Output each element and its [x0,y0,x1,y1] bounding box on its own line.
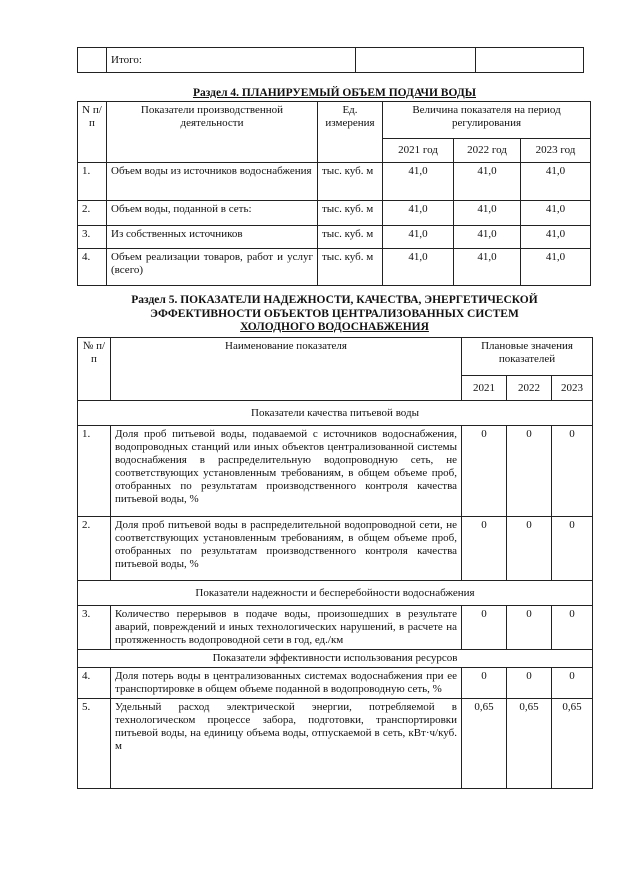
row-value: 41,0 [453,225,521,249]
group-title: Показатели качества питьевой воды [77,400,593,426]
header-num: N п/п [77,101,107,163]
row-value: 41,0 [382,200,454,226]
itogo-value-cell [355,47,476,73]
row-value: 0 [461,605,507,650]
row-value: 0 [506,425,552,517]
row-value: 0 [506,667,552,699]
row-name: Доля проб питьевой воды, подаваемой с ис… [110,425,462,517]
row-value: 41,0 [520,200,591,226]
table-row: 3. Из собственных источников тыс. куб. м 41… [77,225,591,249]
table-row: 2. Объем воды, поданной в сеть: тыс. куб. … [77,200,591,226]
header-year: 2023 [551,375,593,401]
group-row: Показатели качества питьевой воды [77,400,593,426]
row-value: 0 [461,516,507,581]
row-value: 41,0 [453,248,521,286]
header-name: Наименование показателя [110,337,462,401]
table-row: 2. Доля проб питьевой воды в распределите… [77,516,593,581]
row-num: 3. [77,605,111,650]
row-name: Объем воды, поданной в сеть: [106,200,318,226]
row-name: Объем воды из источников водоснабжения [106,162,318,201]
row-value: 0 [551,516,593,581]
row-name: Объем реализации товаров, работ и услуг … [106,248,318,286]
row-num: 2. [77,200,107,226]
row-value: 41,0 [382,225,454,249]
row-num: 1. [77,162,107,201]
row-unit: тыс. куб. м [317,162,383,201]
header-year: 2022 год [453,138,521,163]
row-unit: тыс. куб. м [317,225,383,249]
header-unit: Ед. измерения [317,101,383,163]
header-period: Величина показателя на период регулирова… [382,101,591,139]
row-value: 0 [551,425,593,517]
row-value: 0,65 [461,698,507,789]
title-line: ХОЛОДНОГО ВОДОСНАБЖЕНИЯ [240,321,429,333]
header-year: 2021 [461,375,507,401]
row-name: Доля проб питьевой воды в распределитель… [110,516,462,581]
row-num: 5. [77,698,111,789]
row-num: 4. [77,667,111,699]
section5-title: Раздел 5. ПОКАЗАТЕЛИ НАДЕЖНОСТИ, КАЧЕСТВ… [77,294,592,335]
table-row: 4. Объем реализации товаров, работ и услу… [77,248,591,286]
row-value: 0,65 [506,698,552,789]
row-num: 2. [77,516,111,581]
row-num: 3. [77,225,107,249]
group-row: Показатели надежности и бесперебойности … [77,580,593,606]
title-line: Раздел 5. ПОКАЗАТЕЛИ НАДЕЖНОСТИ, КАЧЕСТВ… [131,294,538,306]
row-value: 0 [551,667,593,699]
row-value: 41,0 [520,248,591,286]
header-year: 2022 [506,375,552,401]
row-value: 0 [461,667,507,699]
group-row: Показатели эффективности использования р… [77,649,593,668]
section4-table: N п/п Показатели производственной деятел… [77,101,591,286]
row-value: 41,0 [382,162,454,201]
group-title: Показатели эффективности использования р… [77,649,593,668]
table-row: 3. Количество перерывов в подаче воды, пр… [77,605,593,650]
section5-table: № п/п Наименование показателя Плановые з… [77,337,593,789]
row-name: Доля потерь воды в централизованных сист… [110,667,462,699]
table-row: 1. Объем воды из источников водоснабжения… [77,162,591,201]
row-value: 0,65 [551,698,593,789]
row-value: 0 [461,425,507,517]
header-planned: Плановые значения показателей [461,337,593,376]
header-year: 2021 год [382,138,454,163]
row-name: Из собственных источников [106,225,318,249]
row-value: 41,0 [453,162,521,201]
row-name: Удельный расход электрической энергии, п… [110,698,462,789]
row-unit: тыс. куб. м [317,248,383,286]
row-num: 1. [77,425,111,517]
row-value: 41,0 [520,162,591,201]
header-indicator: Показатели производственной деятельности [106,101,318,163]
section4-title: Раздел 4. ПЛАНИРУЕМЫЙ ОБЪЕМ ПОДАЧИ ВОДЫ [192,87,477,99]
header-num: № п/п [77,337,111,401]
row-name: Количество перерывов в подаче воды, прои… [110,605,462,650]
title-line: ЭФФЕКТИВНОСТИ ОБЪЕКТОВ ЦЕНТРАЛИЗОВАННЫХ … [150,307,519,320]
header-year: 2023 год [520,138,591,163]
table-row: 1. Доля проб питьевой воды, подаваемой с … [77,425,593,517]
itogo-value-cell [475,47,584,73]
row-value: 41,0 [453,200,521,226]
itogo-label: Итого: [106,47,356,73]
table-row: 5. Удельный расход электрической энергии,… [77,698,593,789]
itogo-table: Итого: [77,47,584,73]
row-value: 0 [506,516,552,581]
itogo-num-cell [77,47,107,73]
row-value: 41,0 [520,225,591,249]
row-value: 0 [506,605,552,650]
row-value: 0 [551,605,593,650]
group-title: Показатели надежности и бесперебойности … [77,580,593,606]
row-num: 4. [77,248,107,286]
row-unit: тыс. куб. м [317,200,383,226]
row-value: 41,0 [382,248,454,286]
table-row: 4. Доля потерь воды в централизованных си… [77,667,593,699]
